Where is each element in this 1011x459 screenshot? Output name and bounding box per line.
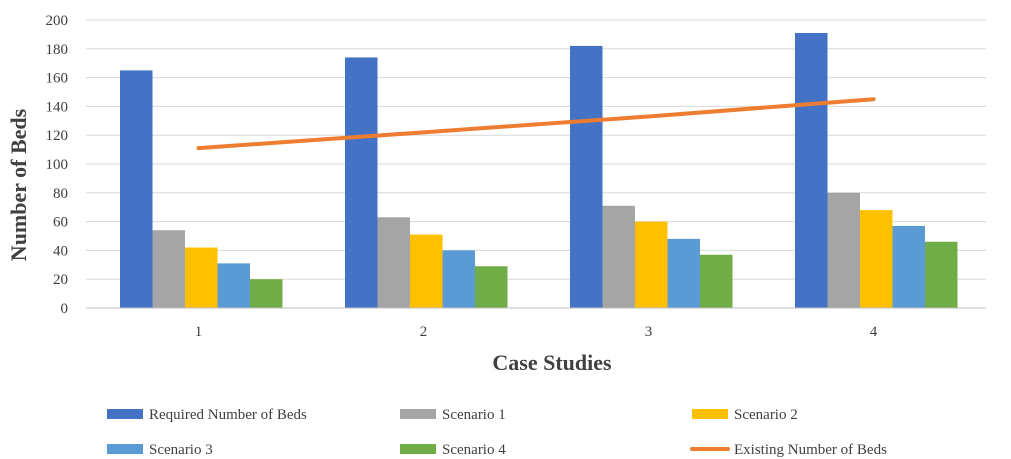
legend-swatch — [400, 409, 436, 419]
bar-scenario-4-3 — [700, 254, 733, 308]
x-tick-label: 1 — [195, 324, 203, 340]
y-tick-label: 60 — [53, 215, 68, 231]
legend-swatch — [107, 409, 143, 419]
bar-scenario-1-4 — [827, 192, 860, 308]
legend-label: Scenario 3 — [149, 442, 213, 458]
legend-swatch — [400, 444, 436, 454]
legend-label: Required Number of Beds — [149, 407, 307, 423]
y-tick-label: 200 — [46, 13, 69, 29]
bar-scenario-3-1 — [217, 263, 250, 308]
y-tick-label: 180 — [46, 42, 69, 58]
y-axis-ticks: 0 20 40 60 80 100 120 140 160 180 200 — [46, 13, 69, 317]
legend-label: Scenario 1 — [442, 407, 506, 423]
bar-scenario-1-1 — [152, 230, 185, 308]
bar-scenario-4-4 — [925, 241, 958, 308]
x-tick-label: 4 — [870, 324, 878, 340]
y-tick-label: 100 — [46, 157, 69, 173]
y-tick-label: 120 — [46, 128, 69, 144]
bar-scenario-3-2 — [442, 250, 475, 308]
legend-label: Scenario 4 — [442, 442, 506, 458]
legend-item-required-number-of-beds: Required Number of Beds — [107, 407, 307, 423]
y-tick-label: 80 — [53, 186, 68, 202]
bar-scenario-4-1 — [250, 279, 283, 308]
bar-scenario-3-4 — [892, 225, 925, 308]
bar-scenario-1-2 — [377, 217, 410, 308]
bar-required-number-of-beds-2 — [345, 57, 378, 308]
y-tick-label: 20 — [53, 272, 68, 288]
y-axis-title: Number of Beds — [6, 108, 31, 261]
bar-scenario-4-2 — [475, 266, 508, 308]
y-tick-label: 160 — [46, 71, 69, 87]
y-tick-label: 40 — [53, 243, 68, 259]
x-tick-label: 2 — [420, 324, 428, 340]
bar-required-number-of-beds-4 — [795, 32, 828, 309]
legend-item-scenario-1: Scenario 1 — [400, 407, 506, 423]
x-axis-title: Case Studies — [492, 350, 612, 375]
y-tick-label: 0 — [61, 301, 69, 317]
y-tick-label: 140 — [46, 99, 69, 115]
legend-swatch — [692, 409, 728, 419]
legend-item-scenario-2: Scenario 2 — [692, 407, 798, 423]
lines — [196, 97, 876, 151]
bar-scenario-2-2 — [410, 234, 443, 308]
legend-label: Existing Number of Beds — [734, 442, 887, 458]
bar-required-number-of-beds-3 — [570, 45, 603, 309]
legend-item-existing-number-of-beds: Existing Number of Beds — [690, 442, 887, 458]
legend: Required Number of Beds Scenario 1 Scenari… — [107, 407, 887, 458]
bar-scenario-1-3 — [602, 205, 635, 308]
bar-scenario-2-4 — [860, 210, 893, 308]
bar-required-number-of-beds-1 — [120, 70, 153, 309]
x-axis-ticks: 1 2 3 4 — [195, 324, 878, 340]
legend-item-scenario-3: Scenario 3 — [107, 442, 213, 458]
bar-scenario-3-3 — [667, 238, 700, 308]
legend-item-scenario-4: Scenario 4 — [400, 442, 506, 458]
bar-scenario-2-3 — [635, 221, 668, 308]
line-existing-number-of-beds — [196, 97, 876, 151]
bars — [120, 32, 958, 309]
bar-scenario-2-1 — [185, 247, 218, 308]
x-tick-label: 3 — [645, 324, 653, 340]
gridlines — [86, 19, 986, 280]
legend-swatch — [107, 444, 143, 454]
legend-label: Scenario 2 — [734, 407, 798, 423]
